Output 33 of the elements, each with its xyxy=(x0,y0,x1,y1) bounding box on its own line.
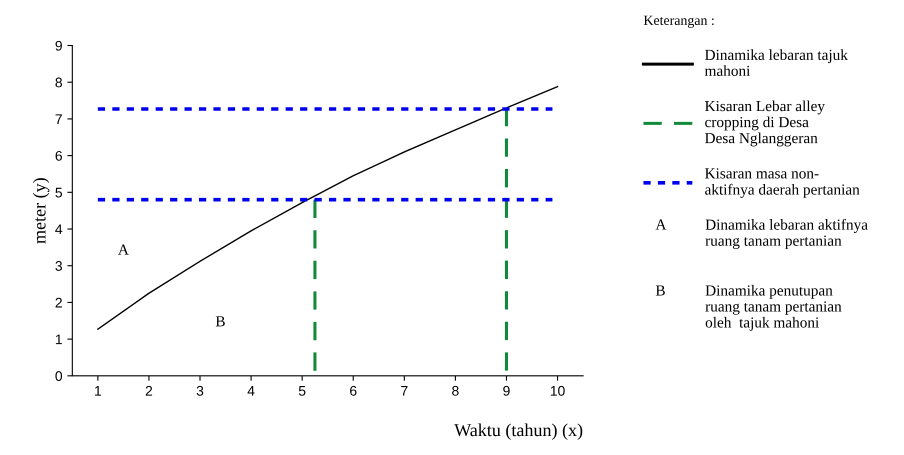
x-tick-label: 8 xyxy=(452,386,459,396)
text: B xyxy=(656,285,665,296)
x-tick-label: 1 xyxy=(95,386,102,396)
x-tick-label: 2 xyxy=(146,386,152,396)
line-series xyxy=(97,86,558,330)
y-tick-label: 9 xyxy=(56,40,62,51)
y-tick-label: 2 xyxy=(56,298,62,308)
x-tick-label: 5 xyxy=(298,386,306,396)
x-tick-label: 3 xyxy=(196,386,204,396)
legend-label: Kisaran masa non- aktifnya daerah pertanian xyxy=(704,168,860,198)
legend-title: Keterangan : xyxy=(644,16,714,28)
x-tick-label: 6 xyxy=(350,386,356,396)
y-tick-label: 5 xyxy=(55,188,62,198)
y-tick-label: 8 xyxy=(55,78,62,88)
y-tick-label: 0 xyxy=(55,371,62,381)
x-axis-title: Waktu (tahun) (x) xyxy=(454,424,582,440)
y-axis-title: meter (y) xyxy=(32,178,50,244)
annotation: B xyxy=(216,316,225,326)
text: A xyxy=(656,219,666,230)
y-tick-label: 4 xyxy=(55,224,62,234)
text: Dinamika lebaran aktifnya ruang tanam pertanian xyxy=(705,218,868,249)
y-tick-label: 3 xyxy=(55,261,62,271)
x-tick-label: 9 xyxy=(503,386,510,396)
x-tick-label: 7 xyxy=(401,386,408,396)
x-tick-label: 10 xyxy=(550,386,565,396)
legend-label: Dinamika lebaran tajuk mahoni xyxy=(704,49,848,76)
annotation: A xyxy=(118,244,129,255)
text: Dinamika penutupan ruang tanam pertanian oleh tajuk mahoni xyxy=(705,284,842,331)
y-tick-label: 7 xyxy=(56,114,62,124)
x-tick-label: 4 xyxy=(248,386,255,396)
legend-label: Kisaran Lebar alley cropping di Desa Desa Nglanggeran xyxy=(704,100,825,146)
y-tick-label: 1 xyxy=(56,334,62,344)
y-tick-label: 6 xyxy=(56,150,62,161)
